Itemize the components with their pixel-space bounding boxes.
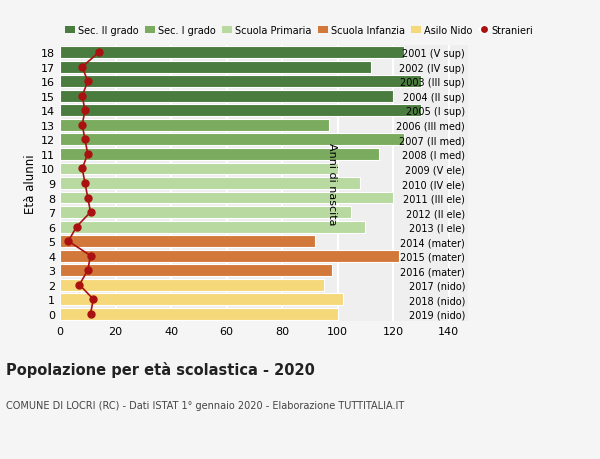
- Bar: [60, 149, 379, 161]
- Bar: [60, 221, 365, 233]
- Text: Popolazione per età scolastica - 2020: Popolazione per età scolastica - 2020: [6, 361, 315, 377]
- Bar: [60, 294, 343, 306]
- Bar: [60, 120, 329, 132]
- Text: COMUNE DI LOCRI (RC) - Dati ISTAT 1° gennaio 2020 - Elaborazione TUTTITALIA.IT: COMUNE DI LOCRI (RC) - Dati ISTAT 1° gen…: [6, 401, 404, 410]
- Bar: [60, 105, 421, 117]
- Bar: [60, 192, 393, 204]
- Bar: [60, 163, 338, 175]
- Bar: [60, 76, 421, 88]
- Bar: [60, 250, 398, 262]
- Y-axis label: Anni di nascita: Anni di nascita: [327, 142, 337, 225]
- Bar: [60, 178, 360, 190]
- Bar: [60, 308, 338, 320]
- Bar: [60, 62, 371, 73]
- Bar: [60, 265, 332, 276]
- Bar: [60, 47, 404, 59]
- Y-axis label: Età alunni: Età alunni: [24, 154, 37, 213]
- Bar: [60, 235, 316, 247]
- Bar: [60, 91, 393, 102]
- Bar: [60, 134, 404, 146]
- Legend: Sec. II grado, Sec. I grado, Scuola Primaria, Scuola Infanzia, Asilo Nido, Stran: Sec. II grado, Sec. I grado, Scuola Prim…: [65, 26, 533, 35]
- Bar: [60, 279, 323, 291]
- Bar: [60, 207, 352, 218]
